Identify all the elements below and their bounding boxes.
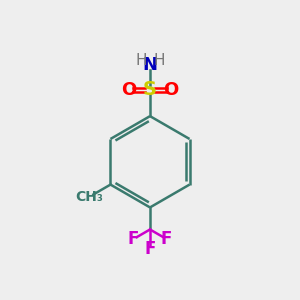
Text: F: F: [144, 240, 156, 258]
Text: F: F: [161, 230, 172, 248]
Text: O: O: [121, 81, 136, 99]
Text: O: O: [164, 81, 179, 99]
Text: F: F: [128, 230, 139, 248]
Text: H: H: [135, 53, 147, 68]
Text: N: N: [142, 56, 158, 74]
Text: H: H: [153, 53, 165, 68]
Text: S: S: [143, 80, 157, 99]
Text: CH₃: CH₃: [75, 190, 103, 204]
